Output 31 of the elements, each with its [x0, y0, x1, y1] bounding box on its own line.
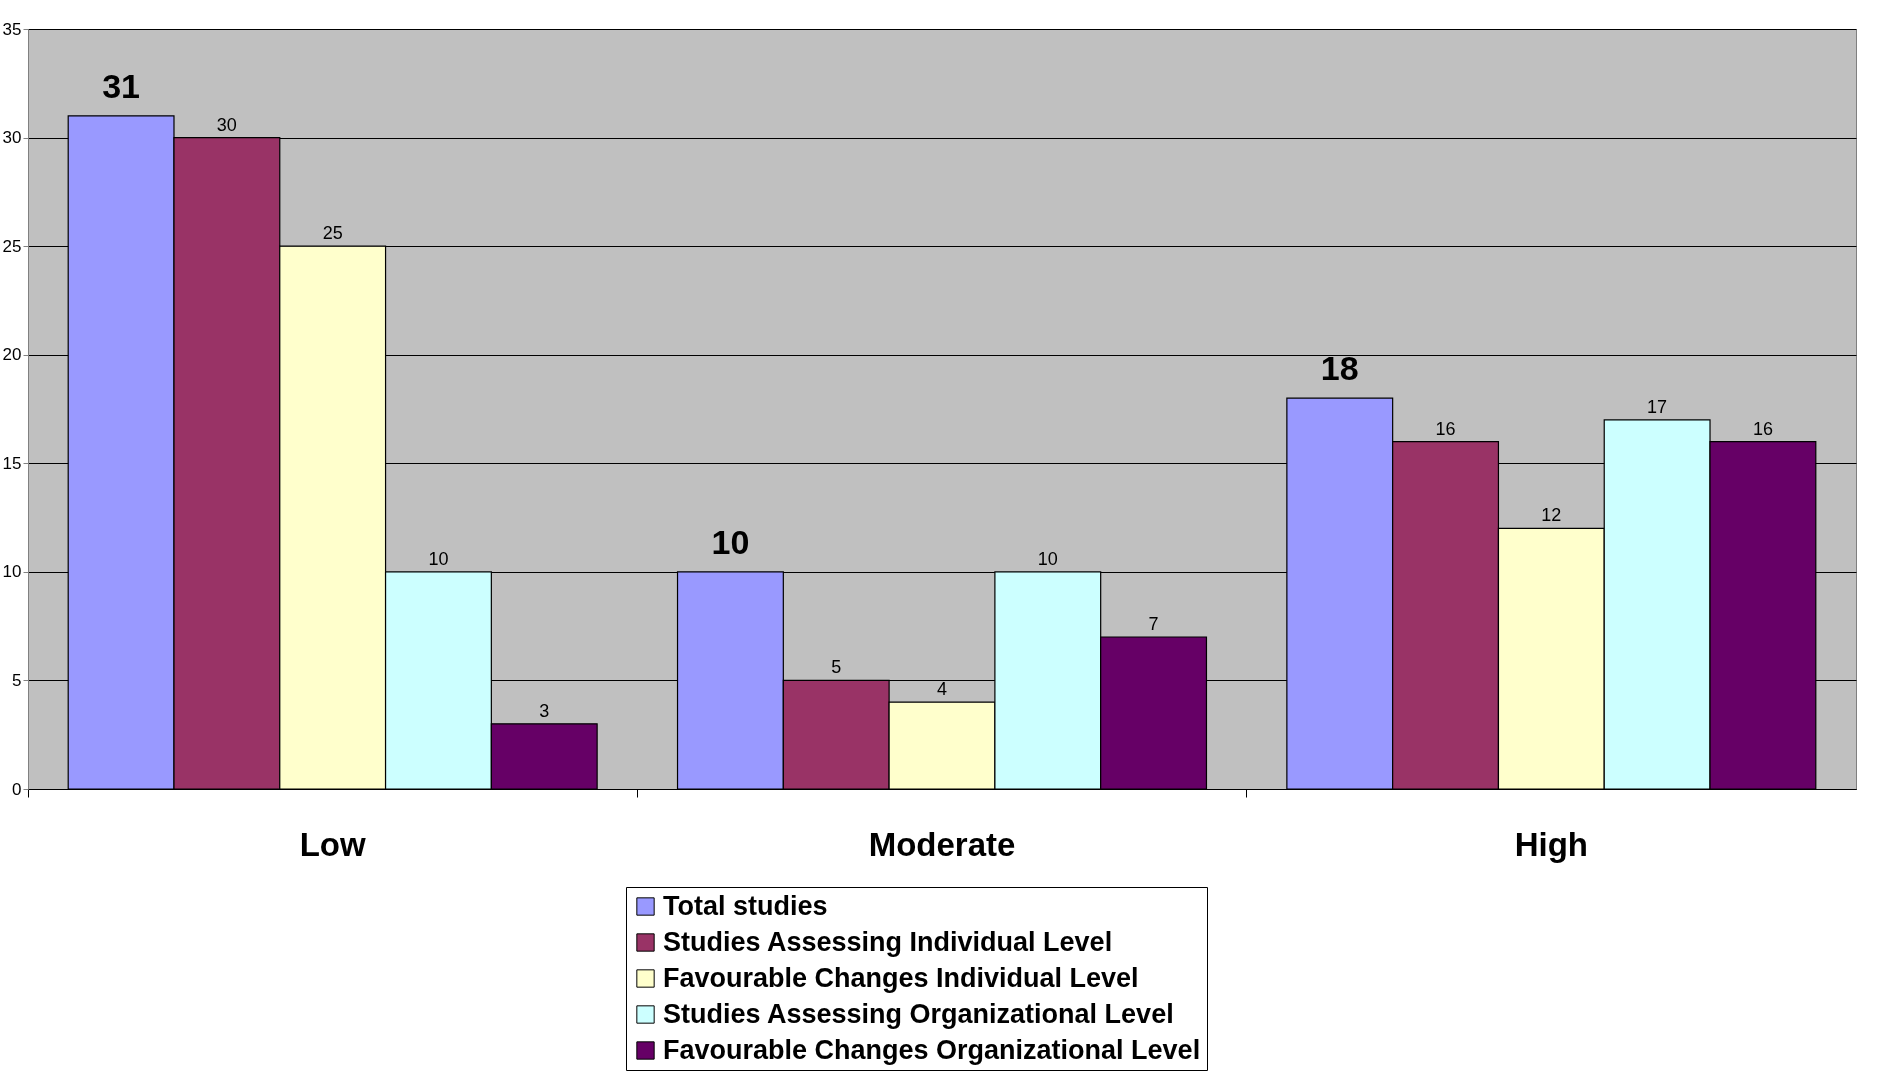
y-tick-label: 25 — [2, 236, 22, 256]
data-label: 4 — [936, 679, 948, 700]
y-tick-label: 15 — [2, 453, 22, 473]
y-tick-label: 0 — [12, 779, 22, 799]
x-tick-label: High — [1514, 825, 1588, 863]
data-label: 3 — [539, 700, 550, 721]
data-label: 17 — [1647, 396, 1668, 417]
y-tick-label: 10 — [2, 562, 22, 582]
data-label: 16 — [1752, 418, 1773, 439]
legend-label: Total studies — [663, 890, 828, 921]
x-tick-label: Low — [299, 825, 366, 863]
legend-label: Studies Assessing Organizational Level — [663, 998, 1174, 1029]
data-label: 18 — [1320, 349, 1359, 388]
legend-label: Favourable Changes Individual Level — [663, 962, 1139, 993]
data-label: 5 — [831, 657, 842, 678]
data-label: 12 — [1541, 505, 1562, 526]
data-label: 31 — [102, 66, 141, 105]
x-tick-label: Moderate — [868, 825, 1016, 863]
y-tick-label: 5 — [12, 670, 22, 690]
data-label: 10 — [1037, 548, 1058, 569]
y-tick-label: 30 — [2, 128, 22, 148]
data-label: 10 — [428, 548, 449, 569]
legend-label: Favourable Changes Organizational Level — [663, 1034, 1201, 1065]
data-label: 10 — [711, 522, 750, 561]
y-tick-label: 20 — [2, 345, 22, 365]
y-tick-label: 35 — [2, 19, 22, 39]
data-label: 30 — [216, 114, 237, 135]
data-label: 7 — [1148, 614, 1159, 634]
legend-label: Studies Assessing Individual Level — [663, 926, 1113, 957]
data-label: 16 — [1435, 418, 1456, 439]
data-label: 25 — [322, 223, 343, 244]
